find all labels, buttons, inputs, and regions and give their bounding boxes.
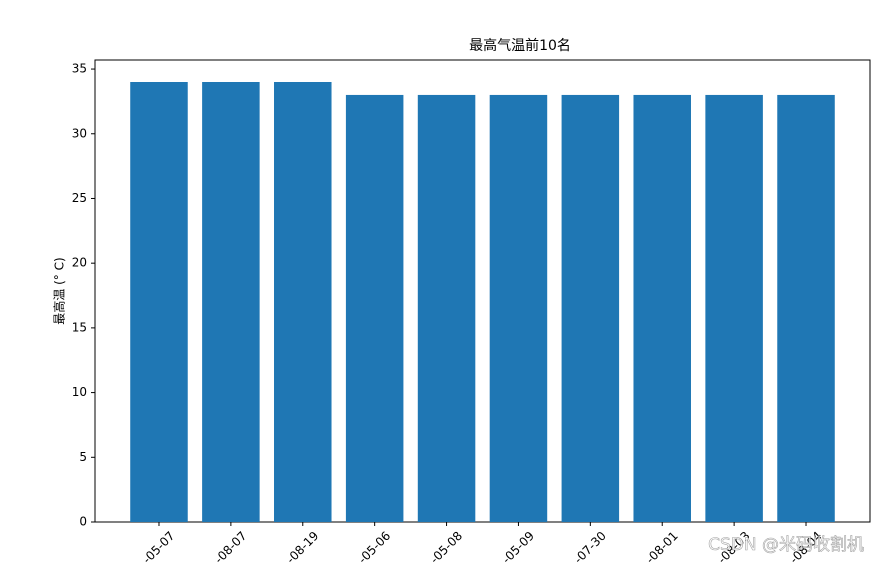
y-axis-label: 最高温 (° C): [52, 257, 67, 324]
bar: [561, 94, 620, 523]
bar: [489, 94, 548, 523]
watermark: CSDN @米码收割机: [708, 535, 864, 555]
bar: [633, 94, 691, 523]
y-tick-label: 0: [79, 515, 87, 529]
plot-frame: [94, 59, 871, 523]
bar: [417, 94, 476, 523]
x-tick-label: -08-01: [643, 529, 681, 564]
bar: [202, 82, 260, 522]
x-tick-label: -05-08: [428, 529, 466, 564]
bar: [705, 94, 763, 523]
bar: [345, 94, 404, 523]
y-tick-label: 35: [72, 62, 87, 76]
x-tick-label: -05-09: [499, 529, 537, 564]
bar: [777, 94, 835, 523]
y-tick-label: 15: [72, 320, 87, 334]
y-tick-label: 5: [79, 450, 87, 464]
x-tick-label: -08-19: [284, 529, 322, 564]
y-tick-label: 25: [72, 191, 87, 205]
y-tick-label: 30: [72, 126, 87, 140]
x-tick-label: -07-30: [571, 529, 609, 564]
bar: [130, 82, 188, 522]
y-tick-label: 10: [72, 385, 87, 399]
x-tick-label: -08-07: [212, 529, 250, 564]
bar: [274, 82, 332, 522]
y-tick-label: 20: [72, 256, 87, 270]
x-tick-label: -05-06: [356, 529, 394, 564]
chart-title: 最高气温前10名: [469, 37, 571, 54]
x-tick-label: -05-07: [140, 529, 178, 564]
